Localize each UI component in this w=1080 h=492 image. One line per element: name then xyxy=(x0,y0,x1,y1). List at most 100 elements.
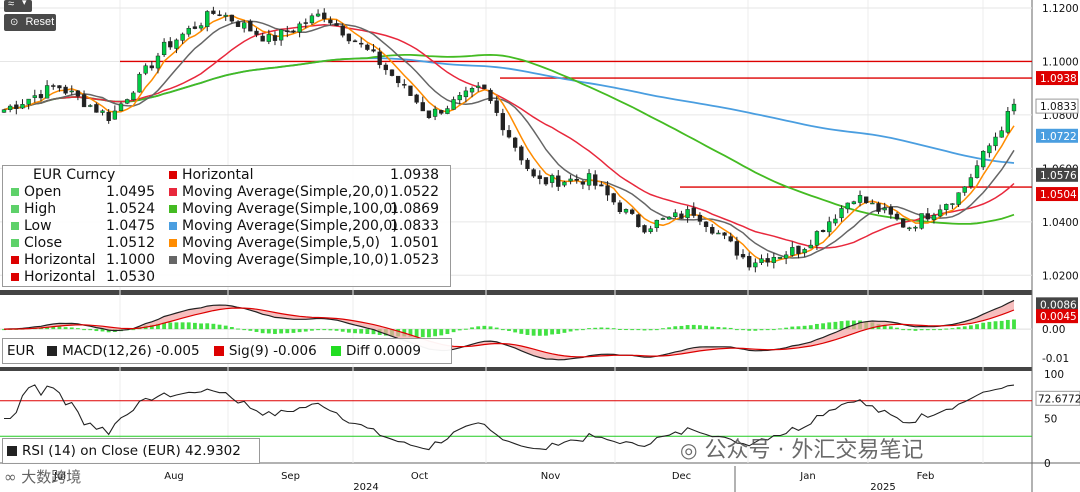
macd-diff-bar xyxy=(334,329,339,331)
candle-down xyxy=(574,178,579,181)
macd-diff-bar xyxy=(827,322,832,330)
macd-legend: EUR MACD(12,26) -0.005 Sig(9) -0.006 Dif… xyxy=(2,338,452,364)
candle-up xyxy=(155,55,161,69)
signal-value: Sig(9) -0.006 xyxy=(228,343,317,359)
macd-diff-bar xyxy=(932,329,936,331)
candle-down xyxy=(734,241,740,256)
macd-diff-bar xyxy=(254,329,259,332)
macd-diff-bar xyxy=(796,326,801,330)
macd-diff-bar xyxy=(223,325,228,330)
macd-diff-bar xyxy=(556,329,561,334)
candle-up xyxy=(69,90,74,93)
macd-diff-bar xyxy=(236,328,240,330)
candle-down xyxy=(217,14,222,16)
macd-diff-bar xyxy=(131,329,136,331)
candle-down xyxy=(346,33,352,42)
candle-up xyxy=(771,256,776,263)
diff-value: Diff 0.0009 xyxy=(345,343,421,359)
macd-diff-bar xyxy=(975,324,979,330)
candle-down xyxy=(525,159,530,170)
y-tick-label: 1.1000 xyxy=(1042,56,1079,68)
legend-title: EUR Curncy xyxy=(33,167,116,183)
macd-diff-bar xyxy=(568,329,573,332)
macd-diff-bar xyxy=(716,327,721,330)
candle-down xyxy=(57,85,62,89)
x-tick-label: Sep xyxy=(281,471,300,482)
candle-down xyxy=(691,207,696,216)
macd-diff-bar xyxy=(741,329,745,331)
candle-down xyxy=(229,14,235,22)
macd-diff-bar xyxy=(999,320,1004,330)
macd-diff-bar xyxy=(500,329,505,331)
candle-up xyxy=(88,105,93,107)
candle-up xyxy=(586,173,592,186)
macd-diff-bar xyxy=(94,329,99,332)
macd-diff-bar xyxy=(488,326,493,330)
macd-diff-bar xyxy=(100,329,105,332)
candle-down xyxy=(519,146,524,161)
x-tick-label: Oct xyxy=(411,471,428,482)
legend-open: Open 1.0495 xyxy=(11,184,161,201)
macd-diff-bar xyxy=(888,326,893,330)
legend-close: Close 1.0512 xyxy=(11,235,161,252)
macd-diff-bar xyxy=(919,329,924,331)
candle-up xyxy=(1011,103,1017,112)
x-axis: Jul Aug Sep Oct Nov Dec Jan Feb 2024 2025 xyxy=(53,466,934,492)
candle-up xyxy=(845,202,850,210)
macd-diff-bar xyxy=(962,326,967,330)
macd-diff-bar xyxy=(69,327,74,330)
candle-up xyxy=(783,254,789,259)
macd-diff-bar xyxy=(180,322,185,330)
macd-diff-bar xyxy=(470,327,474,330)
candle-down xyxy=(864,196,869,203)
candle-down xyxy=(371,49,376,52)
macd-diff-bar xyxy=(229,327,234,330)
candle-up xyxy=(839,208,844,219)
price-tag xyxy=(1036,187,1078,202)
candle-down xyxy=(420,102,425,112)
candle-down xyxy=(888,206,893,215)
macd-value: MACD(12,26) -0.005 xyxy=(62,343,200,359)
macd-diff-bar xyxy=(611,328,616,330)
macd-diff-bar xyxy=(673,326,678,330)
macd-tag-label: 0.0045 xyxy=(1040,311,1077,323)
macd-diff-bar xyxy=(162,322,167,330)
macd-diff-bar xyxy=(895,327,899,330)
candle-down xyxy=(900,218,906,228)
candle-up xyxy=(827,221,832,233)
rsi-panel xyxy=(0,384,1032,451)
chart-type-dropdown[interactable]: ≈ ▾ xyxy=(4,0,32,12)
candle-down xyxy=(537,175,542,179)
candle-up xyxy=(833,218,838,224)
candle-down xyxy=(894,213,900,220)
candle-up xyxy=(457,95,462,101)
macd-diff-bar xyxy=(642,329,647,331)
candle-up xyxy=(315,13,321,17)
macd-diff-bar xyxy=(463,328,468,330)
candle-down xyxy=(636,214,641,228)
macd-diff-bar xyxy=(562,329,567,333)
y-tick-label: 1.0400 xyxy=(1042,217,1079,229)
candle-down xyxy=(482,84,487,89)
rsi-value: RSI (14) on Close (EUR) 42.9302 xyxy=(22,443,241,459)
candle-up xyxy=(112,110,118,120)
macd-tag xyxy=(1036,309,1078,324)
candle-up xyxy=(549,175,555,183)
macd-diff-bar xyxy=(765,329,770,331)
macd-diff-bar xyxy=(987,321,992,330)
candle-down xyxy=(81,94,87,108)
candle-up xyxy=(278,29,284,41)
macd-diff-bar xyxy=(747,329,752,331)
macd-diff-bar xyxy=(303,329,308,332)
candle-down xyxy=(765,258,770,263)
candle-up xyxy=(463,90,469,98)
watermark-2: ∞ 大数跨境 xyxy=(4,468,82,486)
candle-down xyxy=(426,110,432,119)
macd-tag-label: 0.0086 xyxy=(1040,299,1077,311)
macd-tag xyxy=(1036,297,1078,312)
macd-diff-bar xyxy=(266,329,271,334)
candle-up xyxy=(919,213,924,229)
reset-button[interactable]: ⊙ Reset xyxy=(4,14,56,31)
ma20-line xyxy=(3,24,1015,249)
candle-up xyxy=(931,214,937,220)
